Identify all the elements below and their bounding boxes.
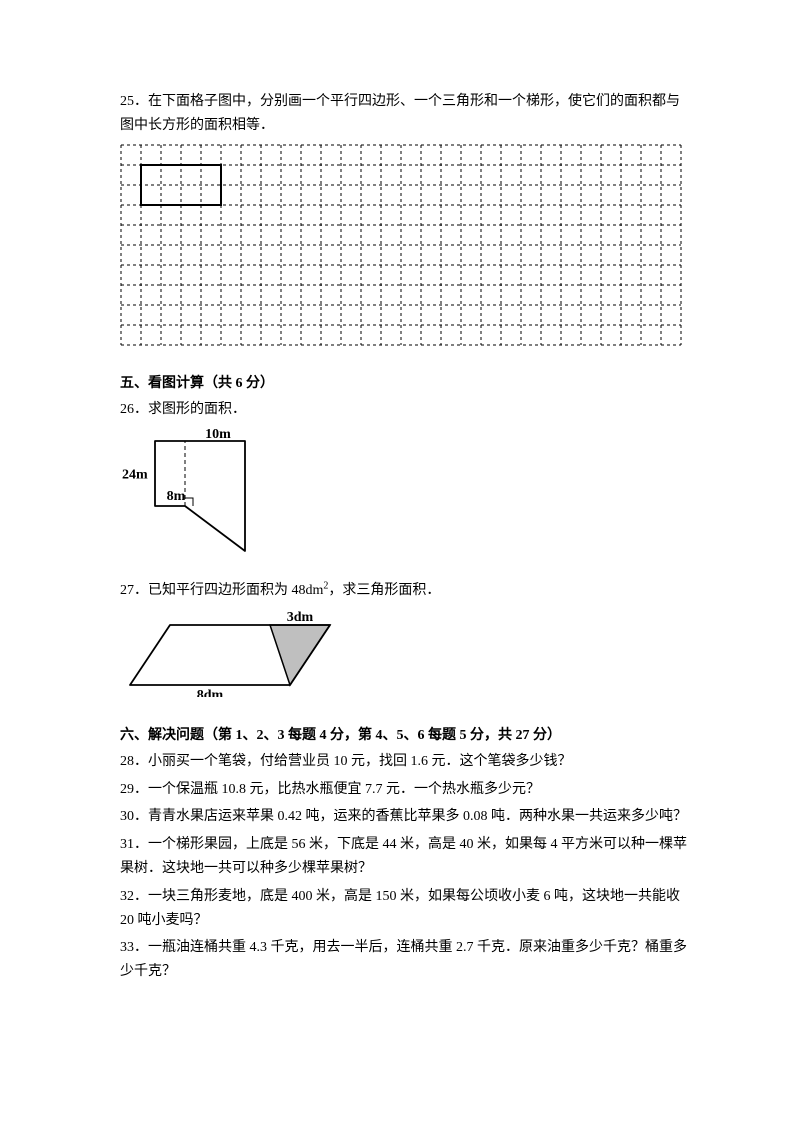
question-32: 32．一块三角形麦地，底是 400 米，高是 150 米，如果每公顷收小麦 6 … (120, 885, 688, 933)
svg-text:24m: 24m (122, 467, 148, 482)
figure-27-svg: 3dm 8dm (120, 607, 340, 697)
section-6-title: 六、解决问题（第 1、2、3 每题 4 分，第 4、5、6 每题 5 分，共 2… (120, 724, 688, 748)
question-27-text: 27．已知平行四边形面积为 48dm2，求三角形面积． (120, 583, 440, 598)
figure-26: 10m 24m 8m (120, 426, 688, 570)
question-29: 29．一个保温瓶 10.8 元，比热水瓶便宜 7.7 元．一个热水瓶多少元？ (120, 778, 688, 802)
question-30: 30．青青水果店运来苹果 0.42 吨，运来的香蕉比苹果多 0.08 吨．两种水… (120, 805, 688, 829)
svg-text:10m: 10m (205, 427, 231, 442)
question-25: 25．在下面格子图中，分别画一个平行四边形、一个三角形和一个梯形，使它们的面积都… (120, 90, 688, 138)
figure-27: 3dm 8dm (120, 607, 688, 706)
question-33: 33．一瓶油连桶共重 4.3 千克，用去一半后，连桶共重 2.7 千克．原来油重… (120, 936, 688, 984)
svg-text:8m: 8m (167, 489, 186, 504)
svg-text:3dm: 3dm (287, 610, 314, 625)
question-26-line: 26．求图形的面积． (120, 398, 688, 422)
section-5-title: 五、看图计算（共 6 分） (120, 372, 688, 396)
question-25-text: 25．在下面格子图中，分别画一个平行四边形、一个三角形和一个梯形，使它们的面积都… (120, 94, 680, 133)
figure-26-svg: 10m 24m 8m (120, 426, 280, 561)
question-31: 31．一个梯形果园，上底是 56 米，下底是 44 米，高是 40 米，如果每 … (120, 833, 688, 881)
question-27-line: 27．已知平行四边形面积为 48dm2，求三角形面积． (120, 578, 688, 603)
svg-text:8dm: 8dm (197, 688, 224, 697)
question-28: 28．小丽买一个笔袋，付给营业员 10 元，找回 1.6 元．这个笔袋多少钱？ (120, 750, 688, 774)
grid-figure (120, 144, 688, 355)
grid-svg (120, 144, 682, 346)
